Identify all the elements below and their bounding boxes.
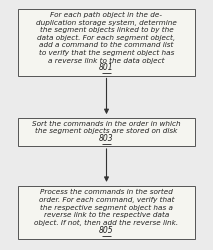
Text: Sort the commands in the order in which
the segment objects are stored on disk: Sort the commands in the order in which … (32, 120, 181, 134)
Text: Process the commands in the sorted
order. For each command, verify that
the resp: Process the commands in the sorted order… (35, 190, 178, 226)
Text: 801: 801 (99, 63, 114, 72)
Text: 803: 803 (99, 134, 114, 142)
FancyBboxPatch shape (18, 118, 195, 146)
FancyBboxPatch shape (18, 186, 195, 239)
Text: 805: 805 (99, 226, 114, 235)
FancyBboxPatch shape (18, 9, 195, 76)
Text: For each path object in the de-
duplication storage system, determine
the segmen: For each path object in the de- duplicat… (36, 12, 177, 64)
